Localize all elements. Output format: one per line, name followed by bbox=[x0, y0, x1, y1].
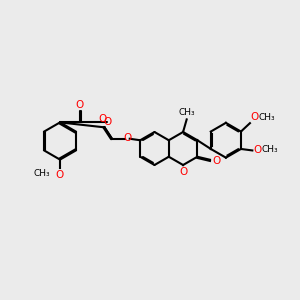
Text: O: O bbox=[56, 169, 64, 179]
Text: O: O bbox=[179, 167, 187, 177]
Text: CH₃: CH₃ bbox=[262, 145, 279, 154]
Text: O: O bbox=[104, 117, 112, 128]
Text: CH₃: CH₃ bbox=[34, 169, 50, 178]
Text: O: O bbox=[124, 133, 132, 142]
Text: O: O bbox=[251, 112, 259, 122]
Text: O: O bbox=[254, 145, 262, 154]
Text: CH₃: CH₃ bbox=[179, 108, 196, 117]
Text: O: O bbox=[98, 114, 106, 124]
Text: CH₃: CH₃ bbox=[259, 112, 276, 122]
Text: O: O bbox=[212, 156, 220, 166]
Text: O: O bbox=[75, 100, 84, 110]
